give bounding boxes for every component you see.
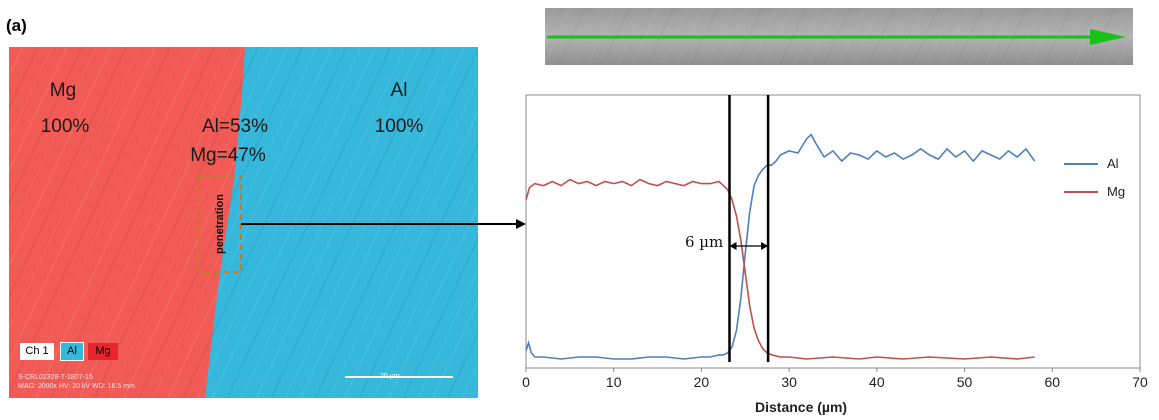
x-axis-title: Distance (µm): [755, 399, 848, 415]
meta-id: S-CRL01328-T-1807-15: [18, 374, 93, 381]
mg-percent: 100%: [40, 116, 90, 137]
eds-map: [9, 47, 478, 398]
x-tick-label: 10: [605, 374, 622, 390]
legend-label-al: Al: [1107, 156, 1119, 171]
arrow-head-icon: [516, 219, 526, 229]
surface-texture: [9, 47, 478, 398]
sem-strip: [545, 8, 1133, 65]
x-tick-label: 30: [781, 374, 797, 390]
connector-arrow: [241, 219, 526, 229]
x-tick-label: 60: [1044, 374, 1061, 390]
interface-width-label: 6 µm: [685, 233, 724, 251]
arrow-left-icon: [729, 242, 737, 250]
interface-al: Al=53%: [201, 116, 269, 137]
al-label: Al: [390, 80, 408, 101]
legend-mg: Mg: [88, 343, 118, 360]
plot-area: [525, 94, 1141, 369]
al-percent: 100%: [374, 116, 424, 137]
mg-label: Mg: [49, 80, 77, 101]
legend-al: Al: [60, 342, 84, 361]
legend-label-mg: Mg: [1107, 184, 1126, 199]
x-tick-label: 0: [522, 374, 530, 390]
scan-arrow-icon: [1090, 29, 1126, 45]
panel-label: (a): [6, 16, 27, 35]
x-tick-label: 40: [869, 374, 885, 390]
penetration-label: penetration: [214, 194, 226, 254]
x-tick-label: 20: [693, 374, 710, 390]
x-tick-label: 50: [956, 374, 973, 390]
meta-params: MAG: 2000x HV: 20 kV WD: 16.5 mm: [18, 383, 135, 390]
scale-bar: [345, 376, 453, 378]
scale-bar-label: 20 µm: [380, 373, 400, 380]
interface-mg: Mg=47%: [190, 145, 266, 166]
line-plot: [525, 94, 1141, 372]
legend-ch1: Ch 1: [20, 343, 54, 360]
series-line-mg: [525, 178, 1035, 360]
x-tick-label: 70: [1132, 374, 1148, 390]
series-line-al: [525, 133, 1036, 360]
arrow-right-icon: [761, 242, 769, 250]
